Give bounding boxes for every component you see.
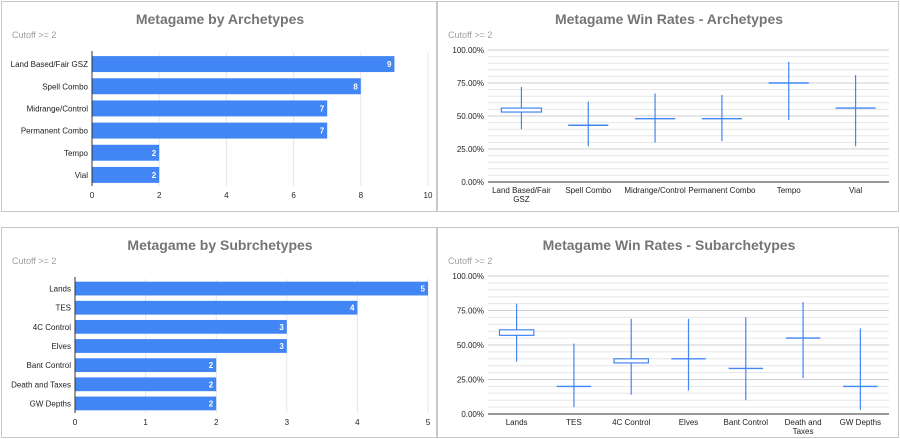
bar [92,166,160,183]
category-label: Elves [51,342,71,351]
category-label: Permanent Combo [688,186,756,195]
x-tick-label: 3 [285,418,290,427]
y-tick-label: 50.00% [457,341,484,350]
data-label: 5 [421,285,426,294]
bar [75,358,217,373]
x-tick-label: 10 [424,191,433,200]
chart-panel-subarchetype-counts: Metagame by Subrchetypes Cutoff >= 2 0 1 2 3 4… [1,227,437,438]
y-tick-label: 75.00% [457,307,484,316]
category-label: GW Depths [30,399,71,408]
bar [92,100,328,117]
y-tick-label: 0.00% [461,410,484,419]
x-tick-label: 0 [73,418,78,427]
x-tick-label: 1 [143,418,148,427]
data-label: 7 [320,127,325,136]
category-label: Spell Combo [565,186,611,195]
chart-title: Metagame Win Rates - Archetypes [555,11,783,27]
category-label: Spell Combo [42,82,88,91]
category-label: Lands [506,418,528,427]
category-label: Vial [75,171,88,180]
chart-title: Metagame by Archetypes [136,11,305,27]
y-tick-label: 75.00% [457,79,484,88]
y-tick-label: 25.00% [457,376,484,385]
bar [75,319,287,334]
bar [75,396,217,411]
chart-panel-archetype-counts: Metagame by Archetypes Cutoff >= 2 0 2 4 6 8 10… [1,1,437,212]
data-label: 3 [279,342,284,351]
category-label: TES [55,304,71,313]
bar [92,144,160,161]
chart-subtitle: Cutoff >= 2 [448,256,492,266]
bar [75,300,358,315]
x-tick-label: 6 [291,191,296,200]
category-label: Lands [49,285,71,294]
category-label: Permanent Combo [21,127,89,136]
category-label: Tempo [777,186,802,195]
chart-subtitle: Cutoff >= 2 [448,30,492,40]
chart-title: Metagame by Subrchetypes [127,237,312,253]
x-tick-label: 8 [359,191,364,200]
category-label: Bant Control [724,418,769,427]
x-tick-label: 4 [224,191,229,200]
chart-panel-subarchetype-winrates: Metagame Win Rates - Subarchetypes Cutoff… [437,227,899,438]
x-tick-label: 4 [355,418,360,427]
chart-title: Metagame Win Rates - Subarchetypes [543,237,796,253]
bar [75,377,217,392]
category-label: Bant Control [27,361,72,370]
category-label: Midrange/Control [27,104,89,113]
category-label: GW Depths [840,418,881,427]
category-label: Land Based/Fair GSZ [11,60,88,69]
data-label: 8 [353,82,358,91]
category-label: Midrange/Control [624,186,686,195]
chart-panel-archetype-winrates: Metagame Win Rates - Archetypes Cutoff >=… [437,1,899,212]
data-label: 2 [209,380,214,389]
bar [92,78,361,95]
candle-body [613,358,649,364]
data-label: 4 [350,304,355,313]
bar [75,281,428,296]
y-tick-label: 0.00% [461,178,484,187]
y-tick-label: 100.00% [452,46,484,55]
category-label: Death and Taxes [785,418,822,436]
candle-body [500,107,543,113]
category-label: Death and Taxes [11,380,71,389]
category-label: 4C Control [33,323,71,332]
data-label: 9 [387,60,392,69]
y-tick-label: 100.00% [452,272,484,281]
x-tick-label: 2 [157,191,162,200]
category-label: Tempo [64,149,89,158]
data-label: 2 [152,149,157,158]
y-tick-label: 50.00% [457,112,484,121]
candle-body [498,329,535,336]
bar [92,122,328,139]
data-label: 2 [152,171,157,180]
x-tick-label: 0 [90,191,95,200]
x-tick-label: 2 [214,418,219,427]
data-label: 3 [279,323,284,332]
category-label: TES [566,418,582,427]
data-label: 2 [209,361,214,370]
x-tick-label: 5 [426,418,431,427]
category-label: Land Based/Fair GSZ [492,186,551,204]
chart-subtitle: Cutoff >= 2 [12,256,56,266]
chart-subtitle: Cutoff >= 2 [12,30,56,40]
y-tick-label: 25.00% [457,145,484,154]
bar [75,339,287,353]
category-label: Elves [679,418,699,427]
category-label: 4C Control [612,418,650,427]
data-label: 7 [320,104,325,113]
data-label: 2 [209,399,214,408]
bar [92,56,395,73]
category-label: Vial [849,186,862,195]
